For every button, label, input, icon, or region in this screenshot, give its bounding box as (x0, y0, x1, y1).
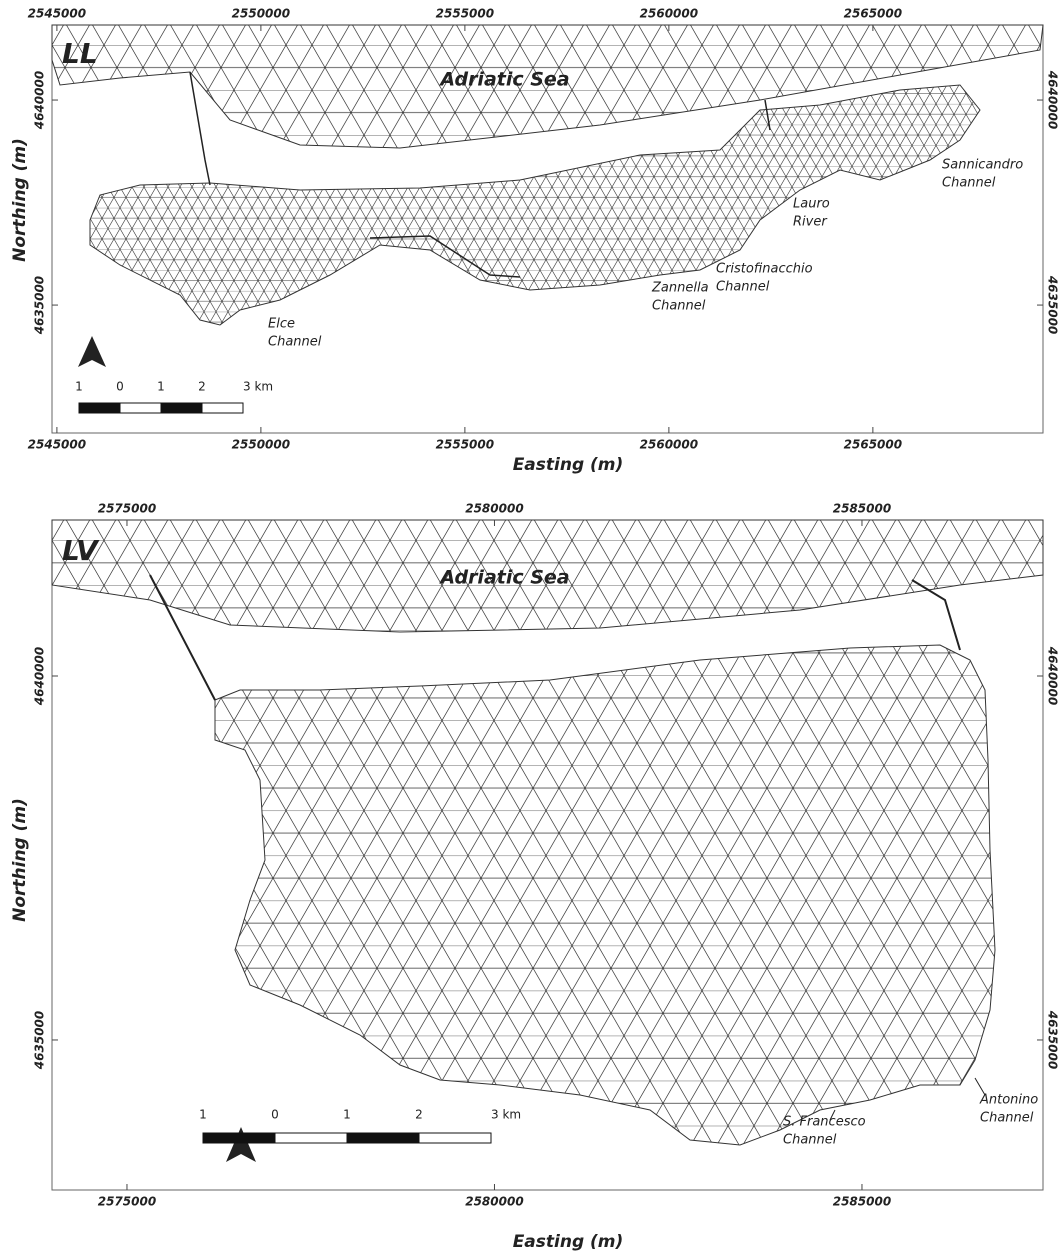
x-tick-label: 2550000 (232, 438, 290, 452)
map-figure: 2545000 2545000 2550000 2550000 2555000 25550… (0, 0, 1062, 1255)
panel-label: LL (62, 37, 98, 70)
place-label: Channel (942, 176, 996, 191)
place-label: Antonino (979, 1093, 1038, 1108)
x-axis-label: Easting (m) (513, 1232, 624, 1252)
x-tick-label: 2580000 (465, 1195, 523, 1209)
scale-label: 0 (271, 1108, 279, 1122)
x-tick-label: 2545000 (28, 438, 86, 452)
y-tick-label: 4635000 (1046, 275, 1060, 334)
scale-label: 0 (116, 380, 124, 394)
y-tick-label: 4640000 (1046, 646, 1060, 705)
scale-segment (120, 403, 161, 413)
x-tick-label: 2565000 (844, 7, 902, 21)
x-tick-label: 2550000 (232, 7, 290, 21)
x-tick-label: 2555000 (436, 438, 494, 452)
panel-label: LV (62, 534, 100, 567)
y-tick-label: 4635000 (1046, 1010, 1060, 1069)
place-label: S. Francesco (783, 1115, 866, 1130)
x-tick-label: 2585000 (833, 502, 891, 516)
y-tick-label: 4635000 (33, 1011, 47, 1070)
place-label: Cristofinacchio (716, 262, 813, 277)
sea-label: Adriatic Sea (438, 69, 569, 91)
x-tick-label: 2575000 (98, 502, 156, 516)
scale-segment (275, 1133, 347, 1143)
x-axis-label: Easting (m) (513, 455, 624, 475)
scale-segment (202, 403, 243, 413)
place-label: Zannella (651, 281, 709, 296)
scale-segment (203, 1133, 275, 1143)
place-label: Channel (980, 1111, 1034, 1126)
y-axis-label: Northing (m) (10, 798, 30, 922)
scale-label: 1 (343, 1108, 351, 1122)
y-tick-label: 4640000 (33, 71, 47, 130)
place-label: Elce (268, 317, 295, 332)
x-tick-label: 2585000 (833, 1195, 891, 1209)
scale-segment (161, 403, 202, 413)
x-tick-label: 2560000 (640, 7, 698, 21)
x-tick-label: 2560000 (640, 438, 698, 452)
scale-segment (347, 1133, 419, 1143)
place-label: Channel (783, 1133, 837, 1148)
x-tick-label: 2555000 (436, 7, 494, 21)
scale-label: 2 (415, 1108, 423, 1122)
x-tick-label: 2575000 (98, 1195, 156, 1209)
x-tick-label: 2565000 (844, 438, 902, 452)
scale-segment (419, 1133, 491, 1143)
place-label: River (793, 215, 828, 230)
panel-lv: 2575000 2575000 2580000 2580000 2585000 25850… (10, 502, 1060, 1253)
y-tick-label: 4640000 (1046, 70, 1060, 129)
scale-label: 3 km (491, 1108, 521, 1122)
y-tick-label: 4640000 (33, 647, 47, 706)
scale-label: 3 km (243, 380, 273, 394)
panel-ll: 2545000 2545000 2550000 2550000 2555000 25550… (10, 7, 1060, 476)
scale-label: 1 (199, 1108, 207, 1122)
place-label: Channel (268, 335, 322, 350)
scale-label: 1 (157, 380, 165, 394)
x-tick-label: 2545000 (28, 7, 86, 21)
place-label: Sannicandro (942, 158, 1023, 173)
sea-label: Adriatic Sea (438, 567, 569, 589)
y-tick-label: 4635000 (33, 276, 47, 335)
scale-label: 2 (198, 380, 206, 394)
scale-segment (79, 403, 120, 413)
place-label: Lauro (793, 197, 830, 212)
x-tick-label: 2580000 (465, 502, 523, 516)
scale-label: 1 (75, 380, 83, 394)
place-label: Channel (652, 299, 706, 314)
place-label: Channel (716, 280, 770, 295)
y-axis-label: Northing (m) (10, 138, 30, 262)
